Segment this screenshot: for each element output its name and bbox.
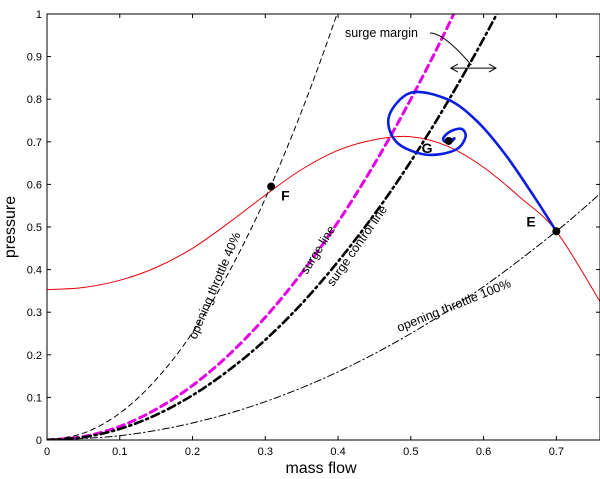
point-e-marker bbox=[552, 227, 561, 236]
y-tick-label: 0.8 bbox=[27, 94, 42, 106]
x-tick-label: 0.2 bbox=[185, 446, 200, 458]
surge-margin-arrowhead-left bbox=[449, 63, 459, 73]
y-tick-label: 0.3 bbox=[27, 307, 42, 319]
point-g-marker bbox=[444, 136, 453, 145]
throttle100-curve bbox=[47, 193, 600, 440]
axes-layer: 0 0.1 0.2 0.3 0.4 0.5 0.6 0.7 0 0.1 0.2 0.3 0.4 0.5 0.… bbox=[27, 9, 600, 458]
compressor-curve bbox=[47, 135, 600, 302]
y-tick-label: 0.7 bbox=[27, 137, 42, 149]
x-tick-label: 0.3 bbox=[258, 446, 273, 458]
point-f-marker bbox=[267, 182, 276, 191]
y-tick-label: 0.2 bbox=[27, 350, 42, 362]
surge-margin-arrowhead-right bbox=[488, 63, 497, 73]
throttle40-curve bbox=[47, 14, 338, 440]
surge-margin-annotation: surge margin bbox=[345, 26, 497, 73]
y-axis-title: pressure bbox=[2, 196, 19, 258]
point-g-label: G bbox=[422, 140, 433, 156]
y-tick-label: 0.6 bbox=[27, 179, 42, 191]
x-tick-label: 0.4 bbox=[330, 446, 345, 458]
y-tick-label: 0.1 bbox=[27, 392, 42, 404]
y-tick-label: 0 bbox=[36, 435, 42, 447]
x-tick-label: 0.1 bbox=[112, 446, 127, 458]
x-tick-label: 0.6 bbox=[476, 446, 491, 458]
y-tick-label: 0.5 bbox=[27, 222, 42, 234]
surge-margin-label: surge margin bbox=[345, 26, 418, 40]
x-axis-title: mass flow bbox=[285, 460, 357, 477]
point-e-label: E bbox=[526, 213, 535, 229]
surge-margin-leader bbox=[429, 32, 472, 66]
x-tick-label: 0 bbox=[44, 446, 50, 458]
surge_line-curve bbox=[47, 14, 456, 440]
y-tick-label: 1 bbox=[36, 9, 42, 21]
x-tick-label: 0.5 bbox=[403, 446, 418, 458]
points-layer: E F G bbox=[267, 136, 561, 236]
surge_control_line-curve bbox=[47, 14, 499, 440]
y-tick-label: 0.9 bbox=[27, 52, 42, 64]
y-tick-label: 0.4 bbox=[27, 265, 42, 277]
x-tick-label: 0.7 bbox=[549, 446, 564, 458]
point-f-label: F bbox=[281, 188, 290, 204]
